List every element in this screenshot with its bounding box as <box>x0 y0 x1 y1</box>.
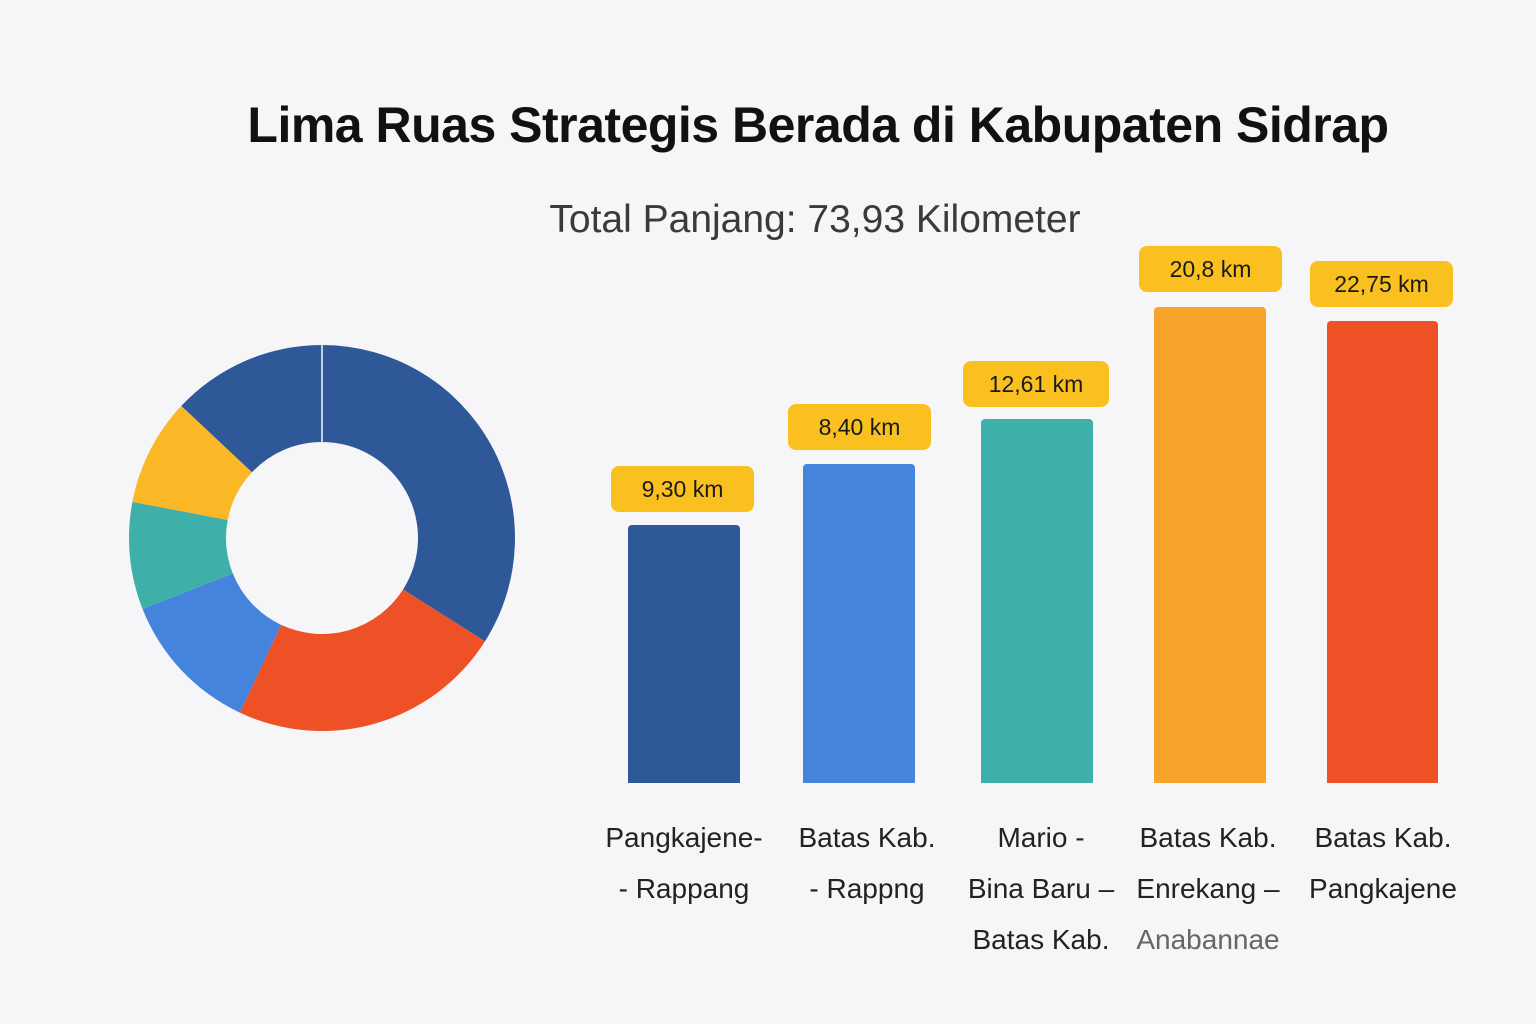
bar-mario-bina-baru[interactable] <box>981 419 1093 783</box>
donut-segment[interactable] <box>322 345 515 642</box>
bar-value-badge: 8,40 km <box>788 404 931 450</box>
label-line: Anabannae <box>1136 924 1280 955</box>
bar-value-badge: 22,75 km <box>1310 261 1453 307</box>
bar-value-badge: 12,61 km <box>963 361 1109 407</box>
label-line: Enrekang – <box>1136 873 1280 904</box>
bar-category-label: Batas Kab. Pangkajene <box>1288 812 1478 914</box>
donut-segments <box>129 345 515 731</box>
bar-value-badge: 9,30 km <box>611 466 754 512</box>
donut-segment[interactable] <box>181 345 322 473</box>
bar-enrekang-anabannae[interactable] <box>1154 307 1266 783</box>
label-line: Pangkajene <box>1309 873 1457 904</box>
donut-chart <box>129 345 515 731</box>
bar-batas-kab-pangkajene[interactable] <box>1327 321 1438 783</box>
label-line: - Rappng <box>809 873 925 904</box>
label-line: Batas Kab. <box>972 924 1110 955</box>
label-line: Batas Kab. <box>798 822 936 853</box>
donut-segment[interactable] <box>142 573 282 713</box>
label-line: Mario - <box>997 822 1085 853</box>
bar-pangkajene-rappang[interactable] <box>628 525 740 783</box>
chart-title: Lima Ruas Strategis Berada di Kabupaten … <box>247 97 1389 153</box>
donut-chart-svg <box>129 345 515 731</box>
label-line: Bina Baru – <box>967 873 1115 904</box>
chart-subtitle: Total Panjang: 73,93 Kilometer <box>549 198 1081 241</box>
label-line: Batas Kab. <box>1314 822 1452 853</box>
donut-segment[interactable] <box>129 501 233 610</box>
donut-segment[interactable] <box>132 405 253 521</box>
label-line: Pangkajene- <box>605 822 763 853</box>
bar-category-label: Batas Kab. - Rappng <box>772 812 962 914</box>
label-line: Batas Kab. <box>1139 822 1277 853</box>
bar-category-label: Mario - Bina Baru – Batas Kab. <box>946 812 1136 965</box>
donut-segment[interactable] <box>239 589 485 731</box>
bar-category-label: Pangkajene- - Rappang <box>589 812 779 914</box>
bar-batas-kab-rappng[interactable] <box>803 464 915 783</box>
label-line: - Rappang <box>618 873 750 904</box>
bar-category-label: Batas Kab. Enrekang – Anabannae <box>1113 812 1303 965</box>
bar-value-badge: 20,8 km <box>1139 246 1282 292</box>
